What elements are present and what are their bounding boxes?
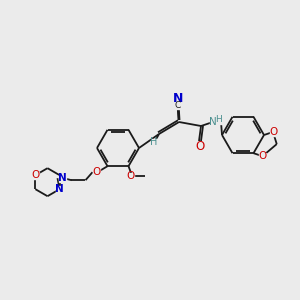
Bar (269, 128, 277, 136)
Bar (215, 116, 223, 124)
Text: H: H (150, 137, 158, 147)
Text: H: H (216, 116, 222, 124)
Bar (151, 139, 158, 145)
Text: O: O (31, 170, 40, 180)
Text: O: O (258, 151, 267, 161)
Text: N: N (173, 92, 183, 104)
Bar (32, 172, 39, 179)
Bar (175, 101, 182, 109)
Bar (56, 186, 63, 193)
Text: O: O (269, 127, 277, 137)
Bar (59, 175, 66, 182)
Bar (209, 118, 217, 125)
Bar (175, 94, 182, 101)
Text: N: N (209, 117, 217, 127)
Text: O: O (195, 140, 205, 154)
Text: O: O (92, 167, 101, 177)
Text: O: O (126, 171, 135, 181)
Text: N: N (55, 184, 64, 194)
Text: C: C (175, 100, 181, 109)
Bar (259, 153, 266, 160)
Bar (127, 173, 134, 180)
Bar (93, 169, 100, 176)
Text: N: N (58, 173, 67, 183)
Bar (196, 143, 203, 151)
